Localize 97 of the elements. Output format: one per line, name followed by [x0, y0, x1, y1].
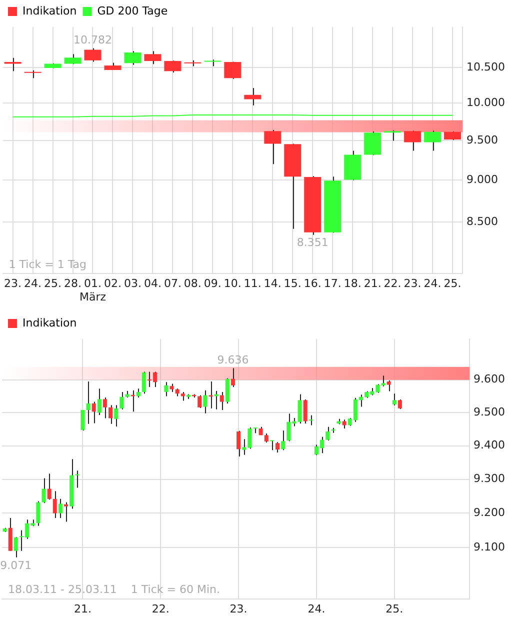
candlestick: [75, 470, 80, 488]
y-tick-label: 9.600: [474, 372, 506, 386]
x-tick-label: 25.: [444, 277, 462, 290]
candlestick: [298, 394, 302, 424]
x-tick-label: 11.: [244, 277, 262, 290]
annotation: 8.351: [296, 236, 328, 250]
candlestick: [264, 130, 282, 165]
candlestick: [14, 536, 18, 558]
x-tick-label: 25.: [44, 277, 62, 290]
x-tick-label: 15.: [284, 277, 302, 290]
x-tick-label: 21.: [74, 602, 92, 616]
x-tick-label: 04.: [144, 277, 162, 290]
x-tick-label: 03.: [124, 277, 142, 290]
candlestick: [58, 498, 62, 518]
candlestick: [303, 398, 308, 424]
candlestick: [275, 442, 280, 453]
legend-label: GD 200 Tage: [97, 4, 168, 18]
y-tick-label: 9.200: [474, 506, 506, 520]
y-tick-label: 10.000: [466, 96, 506, 110]
y-tick-label: 9.000: [466, 173, 498, 186]
x-tick-label: 24.: [424, 277, 442, 290]
y-tick-label: 9.300: [474, 472, 506, 486]
candlestick: [144, 50, 162, 65]
annotation: 18.03.11 - 25.03.11: [8, 583, 117, 596]
x-tick-label: 22.: [384, 277, 402, 290]
candlestick: [208, 380, 213, 409]
candlestick: [120, 391, 124, 410]
candlestick: [220, 391, 224, 411]
candlestick: [244, 88, 262, 106]
candlestick: [4, 57, 22, 72]
candlestick: [8, 517, 12, 552]
x-tick-label: 02.: [104, 277, 122, 290]
annotation: 10.782: [73, 34, 112, 47]
candlestick: [108, 404, 113, 424]
y-tick-label: 9.500: [474, 406, 506, 419]
x-tick-label: 08.: [184, 277, 202, 290]
y-tick-label: 10.500: [466, 60, 506, 74]
candlestick: [164, 60, 182, 73]
candlestick: [124, 50, 142, 66]
candlestick: [392, 393, 396, 406]
annotation: 9.071: [0, 558, 32, 572]
candlestick: [42, 478, 46, 504]
x-tick-label: 28.: [64, 277, 82, 290]
x-tick-label: 17.: [324, 277, 342, 290]
x-tick-label: 07.: [164, 277, 182, 290]
y-tick-label: 8.500: [466, 214, 498, 228]
x-tick-label: 24.: [308, 602, 326, 616]
candlestick: [326, 426, 330, 441]
candlestick: [203, 390, 208, 414]
candlestick: [384, 130, 402, 142]
annotation: 1 Tick = 1 Tag: [8, 258, 86, 271]
candlestick: [102, 397, 107, 419]
candlestick: [224, 61, 242, 80]
x-tick-label: 10.: [224, 277, 242, 290]
candlestick: [404, 130, 422, 152]
x-tick-label: 22.: [152, 602, 170, 616]
candlestick: [281, 430, 286, 451]
candlestick: [86, 380, 90, 424]
legend-label: Indikation: [22, 4, 77, 18]
legend-label: Indikation: [22, 316, 77, 330]
x-tick-label: 16.: [304, 277, 322, 290]
y-tick-label: 9.500: [466, 134, 498, 147]
x-tick-label: 23.: [404, 277, 422, 290]
candlestick: [398, 398, 402, 410]
x-tick-label: 23.: [230, 602, 248, 616]
x-tick-label: 25.: [386, 602, 404, 616]
candlestick: [164, 382, 168, 397]
candlestick: [47, 473, 52, 500]
y-tick-label: 9.400: [474, 438, 506, 452]
candlestick: [92, 401, 96, 424]
x-tick-label: 09.: [204, 277, 222, 290]
candlestick: [36, 500, 40, 526]
candlestick: [270, 440, 274, 451]
candlestick: [52, 490, 57, 518]
x-tick-label: 14.: [264, 277, 282, 290]
y-tick-label: 9.100: [474, 540, 506, 554]
annotation: 9.636: [217, 353, 249, 366]
candlestick: [84, 48, 102, 62]
candlestick: [424, 130, 442, 152]
x-tick-label: 24.: [24, 277, 42, 290]
candlestick: [198, 394, 202, 409]
candlestick: [80, 410, 85, 432]
x-tick-label: 21.: [364, 277, 382, 290]
candlestick: [214, 390, 218, 410]
x-tick-label: 23.: [4, 277, 22, 290]
annotation: 1 Tick = 60 Min.: [130, 583, 220, 596]
x-tick-label: 18.: [344, 277, 362, 290]
candlestick: [225, 378, 230, 404]
candlestick: [142, 371, 146, 394]
candlestick: [386, 380, 391, 392]
candlestick: [97, 388, 102, 416]
candlestick: [230, 368, 235, 388]
candlestick: [308, 414, 313, 426]
candlestick: [64, 502, 68, 522]
candlestick: [364, 131, 382, 156]
candlestick: [114, 404, 118, 428]
candlestick: [236, 430, 241, 457]
